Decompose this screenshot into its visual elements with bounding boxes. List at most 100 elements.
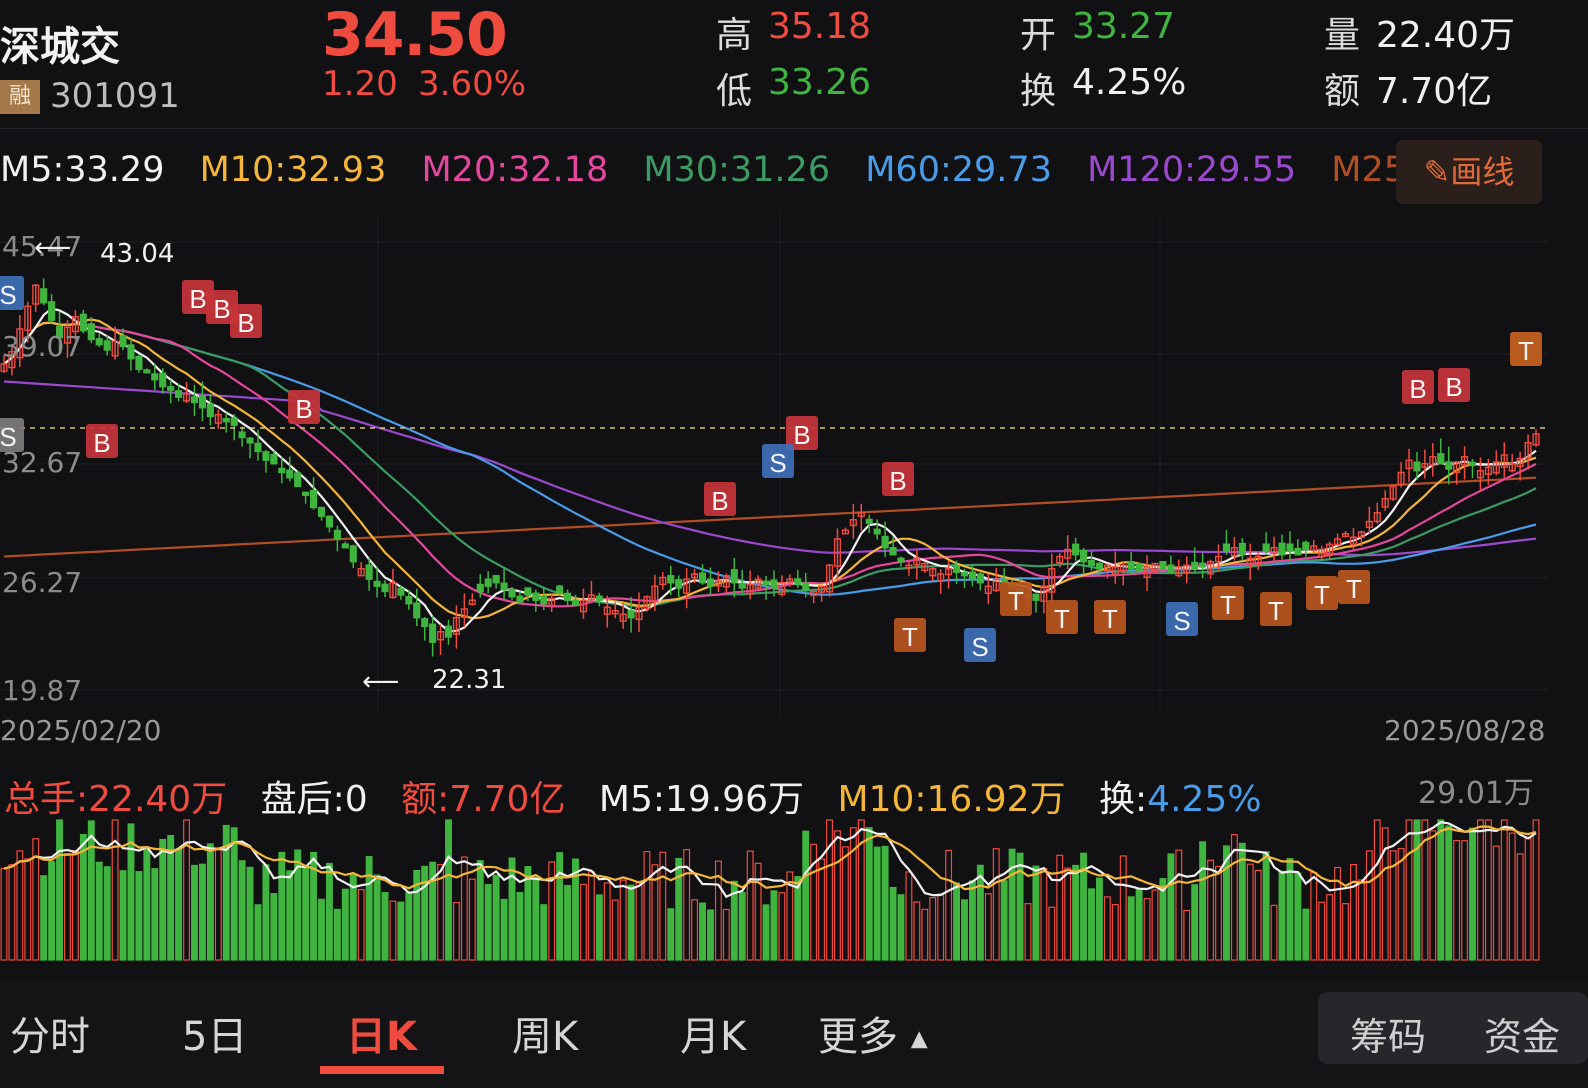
candle bbox=[444, 625, 453, 638]
candle bbox=[405, 596, 413, 605]
volume-bar bbox=[1516, 853, 1524, 961]
candle bbox=[111, 340, 119, 357]
volume-bar bbox=[1318, 901, 1326, 961]
volume-bar bbox=[897, 894, 905, 961]
volume-bar bbox=[230, 827, 238, 961]
volume-bar bbox=[1461, 840, 1469, 961]
candle bbox=[302, 491, 310, 496]
svg-text:S: S bbox=[0, 280, 17, 310]
volume-bar bbox=[1349, 864, 1357, 961]
volume-bar bbox=[1072, 864, 1080, 961]
svg-text:T: T bbox=[1220, 590, 1236, 620]
candle bbox=[87, 323, 95, 341]
volume-bar bbox=[310, 851, 318, 961]
volume-bar bbox=[1342, 903, 1349, 961]
volume-bar bbox=[643, 850, 651, 961]
candle bbox=[167, 386, 175, 391]
candle bbox=[325, 515, 333, 528]
volume-bar bbox=[1024, 903, 1032, 961]
volume-bar bbox=[198, 863, 206, 961]
candle bbox=[103, 340, 111, 351]
candle bbox=[175, 390, 183, 398]
signal-marker-b: B bbox=[288, 390, 320, 424]
svg-text:B: B bbox=[295, 394, 312, 424]
signal-marker-t: T bbox=[1510, 332, 1542, 366]
volume-ma-line-5 bbox=[3, 821, 1537, 899]
svg-text:B: B bbox=[793, 420, 810, 450]
volume-bar bbox=[262, 864, 270, 961]
candle bbox=[706, 578, 715, 587]
tab-more[interactable]: 更多 ▲ bbox=[818, 1004, 928, 1062]
candle bbox=[238, 431, 246, 439]
tab-intraday[interactable]: 分时 bbox=[10, 1014, 90, 1060]
volume-bar bbox=[1532, 819, 1540, 961]
volume-bar bbox=[722, 908, 730, 961]
volume-bar bbox=[746, 850, 754, 961]
volume-bar bbox=[834, 830, 841, 961]
candle bbox=[1484, 466, 1492, 475]
candle bbox=[984, 585, 992, 594]
volume-bar bbox=[1135, 888, 1143, 961]
candle bbox=[786, 578, 794, 584]
signal-marker-s: S bbox=[762, 444, 794, 478]
volume-bar bbox=[405, 891, 413, 961]
volume-bar bbox=[1508, 832, 1516, 961]
low-label: 低 bbox=[716, 71, 753, 112]
candle bbox=[71, 316, 79, 333]
candlestick-chart[interactable]: 45.47 39.07 32.67 26.27 19.87 ⟵ 43.04 ⟵ … bbox=[0, 214, 1548, 714]
volume-bar bbox=[484, 884, 492, 961]
candle bbox=[294, 472, 302, 488]
candles bbox=[0, 278, 1540, 657]
tab-monthly-k[interactable]: 月K bbox=[680, 1014, 747, 1060]
draw-line-button[interactable]: ✎画线 bbox=[1396, 140, 1542, 204]
candle bbox=[270, 453, 278, 465]
volume-bar bbox=[40, 875, 48, 961]
signal-marker-b: B bbox=[1438, 368, 1470, 402]
candle bbox=[48, 301, 56, 321]
volume-bar bbox=[1230, 834, 1238, 961]
signal-marker-t: T bbox=[1094, 600, 1126, 634]
signal-marker-b: B bbox=[786, 416, 818, 450]
candle bbox=[738, 582, 746, 589]
candle bbox=[214, 414, 222, 424]
candle bbox=[1270, 547, 1278, 555]
candle bbox=[754, 578, 762, 589]
ma-legend-m30: M30:31.26 bbox=[643, 150, 831, 190]
tab-weekly-k[interactable]: 周K bbox=[512, 1014, 579, 1060]
tab-5day[interactable]: 5日 bbox=[182, 1014, 248, 1060]
vol-m5: M5:19.96万 bbox=[598, 779, 805, 820]
stock-code: 301091 bbox=[50, 76, 180, 116]
candle bbox=[262, 451, 270, 461]
volume-bar bbox=[1088, 888, 1095, 961]
candle bbox=[365, 564, 373, 580]
candle bbox=[24, 305, 32, 331]
volume-ma-lines bbox=[3, 821, 1537, 899]
candle bbox=[516, 595, 524, 603]
volume-bar bbox=[730, 880, 738, 961]
candle bbox=[95, 338, 103, 346]
candle bbox=[1413, 461, 1421, 472]
signal-marker-b: B bbox=[86, 424, 118, 458]
volume-bar bbox=[1095, 877, 1103, 961]
capital-flow-button[interactable]: 资金 bbox=[1484, 1015, 1561, 1059]
candle bbox=[127, 344, 135, 360]
candle bbox=[968, 571, 976, 580]
candle bbox=[1302, 541, 1310, 551]
volume-bar bbox=[1397, 847, 1405, 961]
volume-bar bbox=[1215, 866, 1222, 961]
vol-turnover-label: 换: bbox=[1099, 779, 1148, 820]
chip-distribution-button[interactable]: 筹码 bbox=[1350, 1015, 1427, 1059]
ma-line-20 bbox=[3, 321, 1537, 608]
candle bbox=[1230, 547, 1238, 557]
volume-chart[interactable] bbox=[0, 800, 1548, 962]
candle bbox=[1199, 562, 1207, 568]
volume-bar bbox=[1103, 896, 1111, 961]
volume-bar bbox=[183, 819, 191, 961]
tab-daily-k[interactable]: 日K bbox=[346, 1014, 417, 1060]
vol-after-hours: 盘后:0 bbox=[260, 779, 368, 820]
volume-bar bbox=[191, 864, 198, 961]
candle bbox=[55, 325, 64, 339]
volume-bar bbox=[32, 838, 40, 961]
signal-marker-s: S bbox=[0, 276, 24, 310]
volume-bar bbox=[699, 902, 706, 961]
